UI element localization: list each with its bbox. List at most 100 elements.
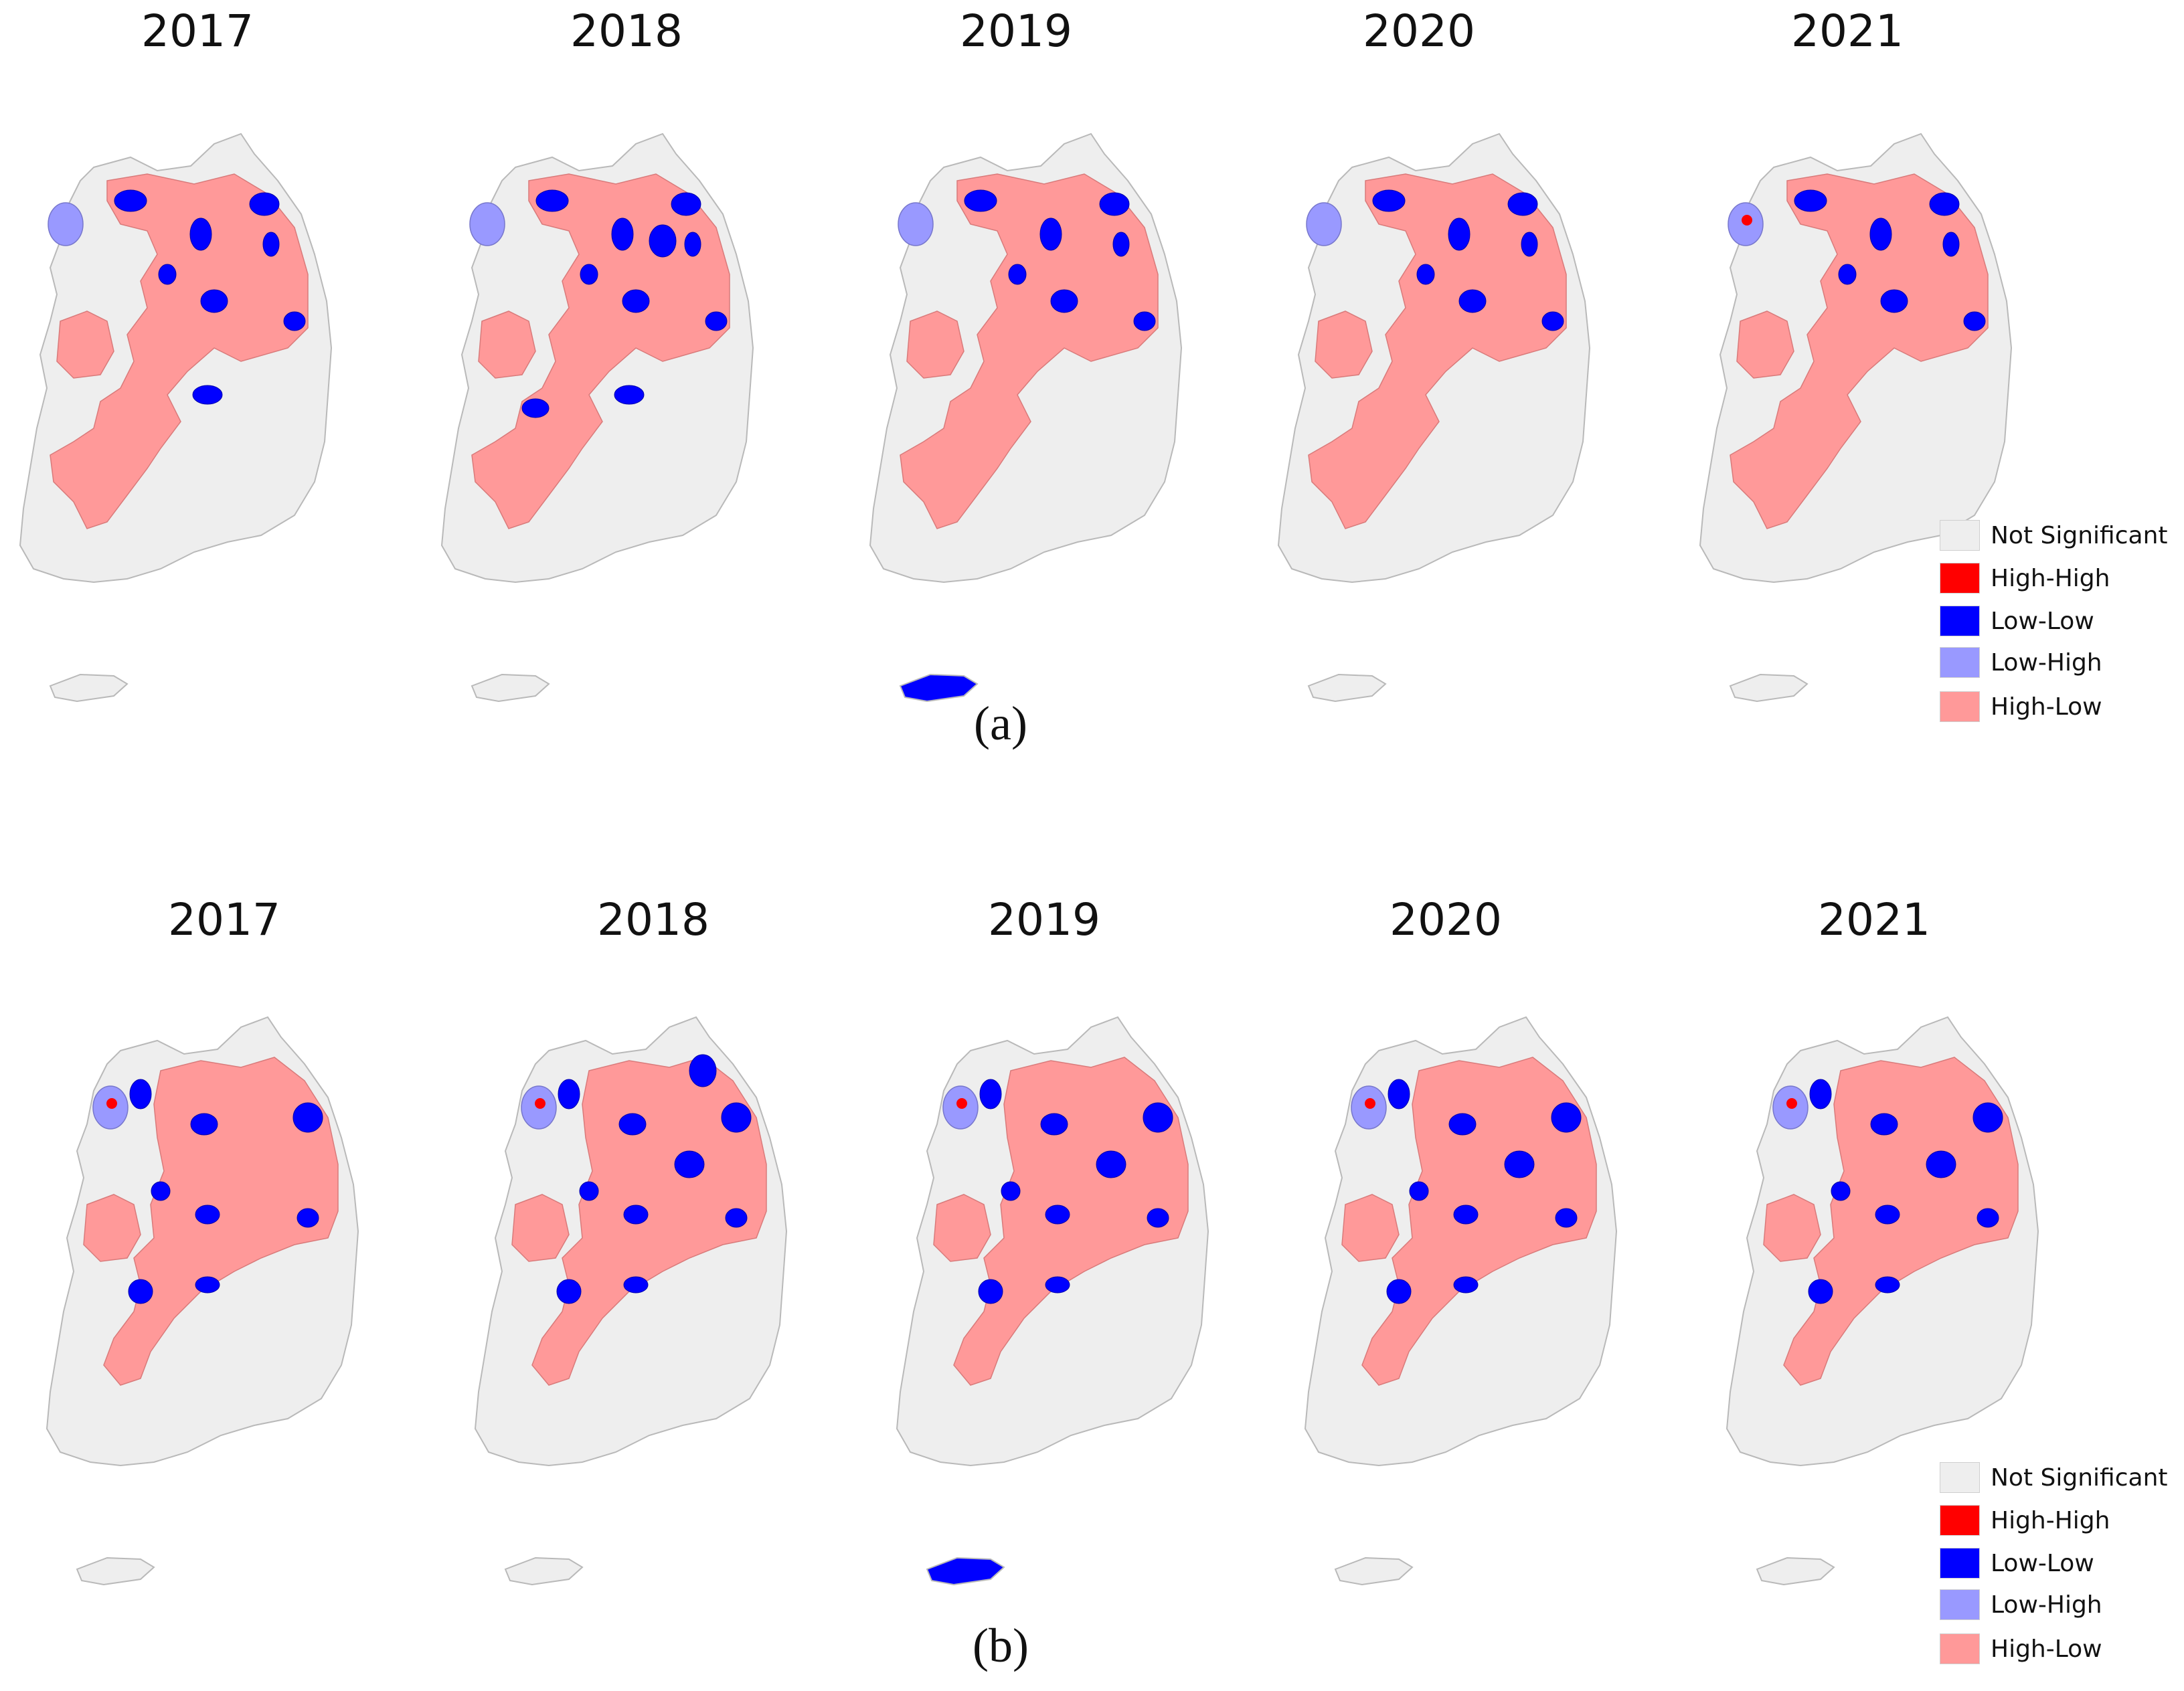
panel-caption-b: (b) bbox=[973, 1619, 1029, 1672]
high-low-region bbox=[1341, 1194, 1400, 1262]
choropleth-map-a-2020 bbox=[1277, 132, 1591, 703]
year-label-a-2021: 2021 bbox=[1791, 5, 1904, 57]
jeju-island bbox=[76, 1556, 155, 1586]
legend-label: Not Significant bbox=[1991, 1463, 2168, 1492]
legend-label: Low-High bbox=[1991, 648, 2102, 677]
jeju-island bbox=[49, 673, 129, 703]
year-label-a-2020: 2020 bbox=[1363, 5, 1475, 57]
jeju-island bbox=[926, 1556, 1005, 1586]
high-low-region bbox=[1783, 1057, 2019, 1386]
legend-swatch bbox=[1940, 1505, 1980, 1536]
low-low-region bbox=[1809, 1079, 1832, 1109]
high-low-region bbox=[1736, 310, 1794, 379]
low-low-region bbox=[128, 1279, 153, 1304]
choropleth-map-a-2019 bbox=[869, 132, 1183, 703]
legend-item-low-high: Low-High bbox=[1940, 1586, 2102, 1623]
legend-label: Not Significant bbox=[1991, 521, 2168, 549]
choropleth-map-b-2019 bbox=[896, 1016, 1209, 1586]
legend-item-not-significant: Not Significant bbox=[1940, 1459, 2168, 1496]
low-low-region bbox=[1416, 264, 1435, 285]
legend-swatch bbox=[1940, 1633, 1980, 1664]
legend-label: High-High bbox=[1991, 1506, 2110, 1534]
low-low-region bbox=[297, 1208, 319, 1228]
high-high-region bbox=[106, 1098, 117, 1109]
low-low-region bbox=[129, 1079, 152, 1109]
low-low-region bbox=[189, 217, 212, 251]
year-label-a-2017: 2017 bbox=[141, 5, 254, 57]
low-low-region bbox=[292, 1102, 323, 1133]
low-low-region bbox=[1875, 1276, 1900, 1294]
choropleth-map-b-2020 bbox=[1304, 1016, 1618, 1586]
legend-item-high-low: High-Low bbox=[1940, 1630, 2102, 1668]
legend-swatch bbox=[1940, 1462, 1980, 1493]
low-low-region bbox=[580, 264, 598, 285]
low-low-region bbox=[684, 232, 701, 257]
low-low-region bbox=[618, 1113, 647, 1136]
legend-swatch bbox=[1940, 647, 1980, 678]
low-low-region bbox=[1448, 1113, 1477, 1136]
choropleth-map-b-2018 bbox=[474, 1016, 788, 1586]
low-low-region bbox=[195, 1205, 220, 1225]
year-label-b-2019: 2019 bbox=[988, 894, 1100, 946]
legend-item-low-high: Low-High bbox=[1940, 644, 2102, 681]
low-low-region bbox=[283, 311, 306, 331]
low-low-region bbox=[1448, 217, 1471, 251]
low-low-region bbox=[1875, 1205, 1900, 1225]
low-low-region bbox=[114, 189, 147, 212]
high-low-region bbox=[56, 310, 114, 379]
legend-swatch bbox=[1940, 691, 1980, 722]
low-low-region bbox=[1133, 311, 1156, 331]
low-low-region bbox=[1926, 1150, 1956, 1178]
legend-a: Not Significant High-High Low-Low Low-Hi… bbox=[1940, 517, 2174, 731]
low-low-region bbox=[1507, 192, 1538, 216]
low-low-region bbox=[1008, 264, 1027, 285]
low-low-region bbox=[1039, 217, 1062, 251]
low-high-region bbox=[48, 202, 84, 246]
high-high-region bbox=[535, 1098, 545, 1109]
choropleth-map-a-2021 bbox=[1699, 132, 2013, 703]
low-low-region bbox=[1831, 1181, 1851, 1201]
low-low-region bbox=[1372, 189, 1406, 212]
low-low-region bbox=[725, 1208, 748, 1228]
high-high-region bbox=[1786, 1098, 1797, 1109]
legend-swatch bbox=[1940, 520, 1980, 551]
legend-label: High-Low bbox=[1991, 1635, 2102, 1663]
jeju-island bbox=[471, 673, 550, 703]
low-low-region bbox=[556, 1279, 582, 1304]
high-high-region bbox=[1742, 215, 1752, 226]
legend-label: Low-Low bbox=[1991, 607, 2094, 635]
low-low-region bbox=[1869, 217, 1892, 251]
low-low-region bbox=[1143, 1102, 1173, 1133]
low-low-region bbox=[1040, 1113, 1068, 1136]
low-low-region bbox=[674, 1150, 705, 1178]
year-label-b-2021: 2021 bbox=[1818, 894, 1930, 946]
year-label-a-2018: 2018 bbox=[570, 5, 683, 57]
legend-label: Low-High bbox=[1991, 1591, 2102, 1619]
low-low-region bbox=[151, 1181, 171, 1201]
legend-item-not-significant: Not Significant bbox=[1940, 517, 2168, 554]
high-low-region bbox=[478, 310, 536, 379]
low-low-region bbox=[1929, 192, 1960, 216]
high-low-region bbox=[1361, 1057, 1597, 1386]
legend-item-high-low: High-Low bbox=[1940, 688, 2102, 725]
legend-swatch bbox=[1940, 1548, 1980, 1579]
low-low-region bbox=[1794, 189, 1827, 212]
low-low-region bbox=[1838, 264, 1857, 285]
low-low-region bbox=[1045, 1205, 1070, 1225]
high-low-region bbox=[1315, 310, 1373, 379]
low-low-region bbox=[1045, 1276, 1070, 1294]
low-low-region bbox=[535, 189, 569, 212]
low-low-region bbox=[622, 289, 650, 313]
low-low-region bbox=[262, 232, 280, 257]
high-low-region bbox=[1763, 1194, 1821, 1262]
high-high-region bbox=[956, 1098, 967, 1109]
low-low-region bbox=[1099, 192, 1130, 216]
low-low-region bbox=[1453, 1276, 1479, 1294]
low-low-region bbox=[1453, 1205, 1479, 1225]
low-high-region bbox=[898, 202, 934, 246]
legend-swatch bbox=[1940, 606, 1980, 636]
choropleth-map-b-2021 bbox=[1726, 1016, 2039, 1586]
jeju-island bbox=[899, 673, 979, 703]
low-low-region bbox=[1808, 1279, 1833, 1304]
